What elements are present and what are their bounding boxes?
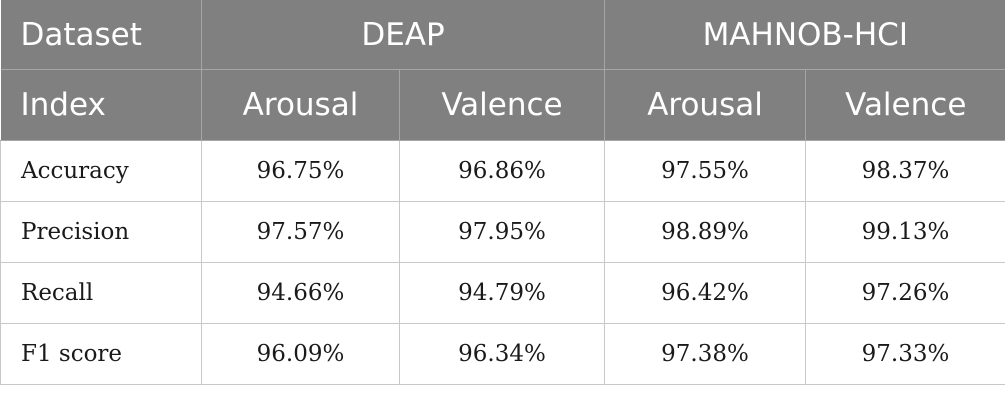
row-label-precision: Precision	[0, 201, 202, 263]
header-row-index: Index Arousal Valence Arousal Valence	[0, 69, 1005, 141]
header-group-deap: DEAP	[201, 0, 606, 70]
table-cell: 96.86%	[399, 140, 606, 202]
header-mahnob-arousal: Arousal	[604, 69, 807, 141]
table-cell: 94.79%	[399, 262, 606, 324]
table-row: Accuracy 96.75% 96.86% 97.55% 98.37%	[0, 140, 1005, 202]
header-group-mahnob-hci: MAHNOB-HCI	[604, 0, 1005, 70]
header-dataset-label: Dataset	[0, 0, 202, 70]
table-cell: 96.09%	[201, 323, 400, 385]
table-row: F1 score 96.09% 96.34% 97.38% 97.33%	[0, 323, 1005, 385]
table-cell: 98.89%	[604, 201, 807, 263]
table-cell: 99.13%	[805, 201, 1005, 263]
table-cell: 96.42%	[604, 262, 807, 324]
table-cell: 97.95%	[399, 201, 606, 263]
results-table: Dataset DEAP MAHNOB-HCI Index Arousal Va…	[0, 0, 1005, 385]
table-cell: 97.57%	[201, 201, 400, 263]
table-header: Dataset DEAP MAHNOB-HCI Index Arousal Va…	[0, 0, 1005, 141]
table-row: Precision 97.57% 97.95% 98.89% 99.13%	[0, 201, 1005, 263]
header-deap-valence: Valence	[399, 69, 606, 141]
header-mahnob-valence: Valence	[805, 69, 1005, 141]
table-row: Recall 94.66% 94.79% 96.42% 97.26%	[0, 262, 1005, 324]
table-cell: 98.37%	[805, 140, 1005, 202]
table-cell: 97.26%	[805, 262, 1005, 324]
table-cell: 97.55%	[604, 140, 807, 202]
row-label-accuracy: Accuracy	[0, 140, 202, 202]
header-row-dataset: Dataset DEAP MAHNOB-HCI	[0, 0, 1005, 70]
row-label-recall: Recall	[0, 262, 202, 324]
table-cell: 96.75%	[201, 140, 400, 202]
table-body: Accuracy 96.75% 96.86% 97.55% 98.37% Pre…	[0, 140, 1005, 385]
table-cell: 97.33%	[805, 323, 1005, 385]
row-label-f1-score: F1 score	[0, 323, 202, 385]
table-cell: 97.38%	[604, 323, 807, 385]
table-cell: 94.66%	[201, 262, 400, 324]
header-index-label: Index	[0, 69, 202, 141]
header-deap-arousal: Arousal	[201, 69, 400, 141]
table-cell: 96.34%	[399, 323, 606, 385]
